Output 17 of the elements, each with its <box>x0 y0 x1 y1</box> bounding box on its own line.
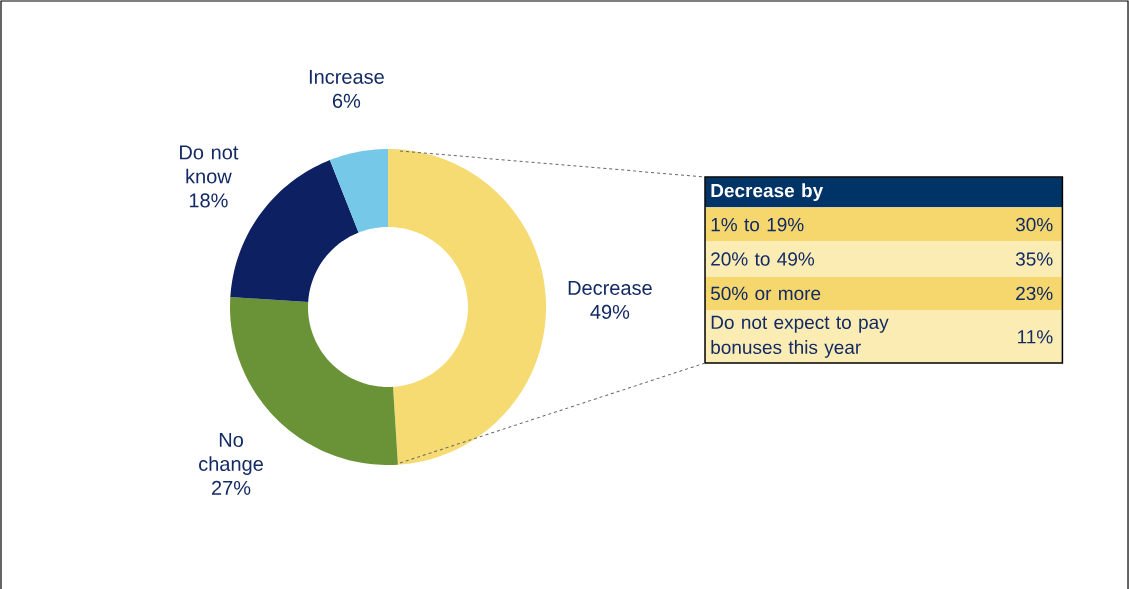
category-label: 50% or more <box>710 286 821 301</box>
category-label: 20% to 49% <box>711 252 815 266</box>
text: 11% <box>1018 330 1053 344</box>
category-label: 1% to 19% <box>711 217 804 232</box>
category-label: Do not expect to pay bonuses this year <box>711 315 889 358</box>
slice-label: Decrease <box>568 281 652 295</box>
text: 23% <box>1016 286 1053 301</box>
data-label: 27% <box>212 480 251 495</box>
data-label: 18% <box>189 193 228 208</box>
slice-label: Do not know <box>180 145 239 184</box>
text: Decrease by <box>711 183 824 202</box>
data-label: 6% <box>332 93 361 108</box>
text: 35% <box>1015 252 1053 266</box>
slice-label: No change <box>199 433 263 475</box>
data-label: 49% <box>590 304 630 319</box>
text: 30% <box>1015 217 1053 232</box>
slice-label: Increase <box>309 69 384 84</box>
